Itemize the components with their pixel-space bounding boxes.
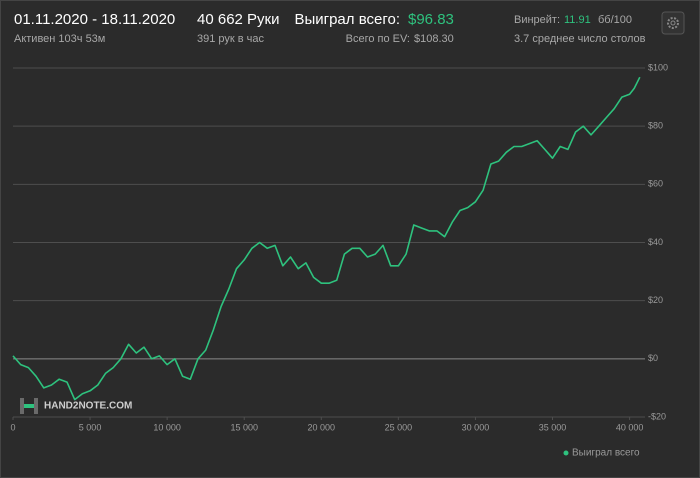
x-tick-label: 5 000 xyxy=(79,422,102,432)
y-tick-label: $60 xyxy=(648,179,663,189)
logo: HAND2NOTE.COM xyxy=(20,398,132,414)
x-tick-label: 30 000 xyxy=(462,422,490,432)
series-line xyxy=(12,76,641,401)
x-tick-label: 15 000 xyxy=(230,422,258,432)
date-range: 01.11.2020 - 18.11.2020 xyxy=(14,11,175,28)
x-tick-label: 0 xyxy=(10,422,15,432)
x-tick-label: 10 000 xyxy=(153,422,181,432)
y-tick-label: $20 xyxy=(648,295,663,305)
y-tick-label: $80 xyxy=(648,121,663,131)
legend-marker xyxy=(563,450,569,456)
y-tick-label: $40 xyxy=(648,237,663,247)
hands-per-hour: 391 рук в час xyxy=(197,33,265,45)
winrate-label: Винрейт: xyxy=(514,14,560,26)
y-tick-label: $0 xyxy=(648,353,658,363)
won-value: $96.83 xyxy=(408,11,454,28)
active-time: Активен 103ч 53м xyxy=(14,33,105,45)
hands: 40 662 Руки xyxy=(197,11,280,28)
watermark: HAND2NOTE.COM xyxy=(44,401,132,412)
x-tick-label: 20 000 xyxy=(308,422,336,432)
x-tick-label: 25 000 xyxy=(385,422,413,432)
tables: 3.7 среднее число столов xyxy=(514,33,646,45)
x-tick-label: 40 000 xyxy=(616,422,644,432)
ev-value: $108.30 xyxy=(414,33,454,45)
y-tick-label: $100 xyxy=(648,62,668,72)
ev-label: Всего по EV: xyxy=(346,33,410,45)
winrate-value: 11.91 xyxy=(564,14,591,26)
legend-label: Выиграл всего xyxy=(572,448,640,459)
settings-button[interactable] xyxy=(661,11,685,35)
x-tick-label: 35 000 xyxy=(539,422,567,432)
won-label: Выиграл всего: xyxy=(294,11,400,28)
y-tick-label: -$20 xyxy=(648,411,666,421)
winrate-unit: бб/100 xyxy=(598,14,632,26)
